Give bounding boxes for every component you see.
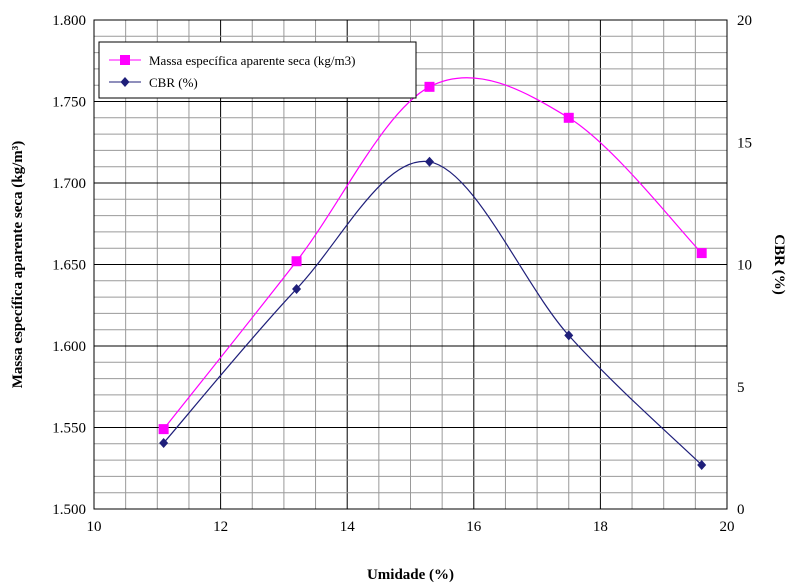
legend: Massa específica aparente seca (kg/m3) C…	[98, 41, 417, 99]
series-markers	[158, 81, 707, 470]
y-right-tick-label: 15	[737, 135, 752, 151]
y-left-tick-label: 1.650	[52, 258, 86, 274]
legend-marker-cbr	[120, 77, 130, 87]
grid	[94, 20, 727, 509]
x-tick-label: 10	[87, 519, 102, 535]
data-point-cbr	[292, 283, 302, 294]
data-point-density	[696, 248, 707, 259]
x-axis-title: Umidade (%)	[367, 567, 454, 583]
data-point-cbr	[159, 437, 169, 448]
series-line-density	[163, 77, 703, 430]
x-tick-label: 14	[340, 519, 356, 535]
data-point-cbr	[697, 459, 707, 470]
plot-area	[93, 19, 728, 510]
x-tick-label: 18	[593, 519, 608, 535]
y-right-tick-label: 0	[737, 502, 745, 518]
data-point-cbr	[424, 156, 434, 167]
y-right-tick-label: 20	[737, 13, 752, 29]
x-tick-label: 12	[213, 519, 228, 535]
data-point-density	[424, 81, 435, 92]
legend-box	[98, 41, 417, 99]
legend-marker-density	[120, 55, 130, 65]
y-left-tick-label: 1.750	[52, 95, 86, 111]
data-point-density	[563, 112, 574, 123]
y-left-tick-label: 1.600	[52, 339, 86, 355]
legend-label-cbr: CBR (%)	[149, 75, 198, 90]
y-right-tick-label: 5	[737, 380, 745, 396]
data-point-density	[158, 424, 169, 435]
y-right-tick-label: 10	[737, 258, 752, 274]
x-tick-label: 20	[720, 519, 735, 535]
y-right-axis-title: CBR (%)	[771, 234, 787, 294]
x-tick-label: 16	[466, 519, 482, 535]
y-left-tick-label: 1.700	[52, 176, 86, 192]
y-left-tick-label: 1.550	[52, 421, 86, 437]
data-point-cbr	[564, 330, 574, 341]
series-curves	[163, 77, 703, 466]
y-left-axis-title: Massa específica aparente seca (kg/m³)	[10, 141, 26, 389]
tick-labels: 10 12 14 16 18 20 1.500 1.550 1.600 1.650 1.700 1.7…	[52, 13, 752, 535]
legend-label-density: Massa específica aparente seca (kg/m3)	[149, 53, 355, 68]
y-left-tick-label: 1.800	[52, 13, 86, 29]
data-point-density	[291, 256, 302, 267]
y-left-tick-label: 1.500	[52, 502, 86, 518]
